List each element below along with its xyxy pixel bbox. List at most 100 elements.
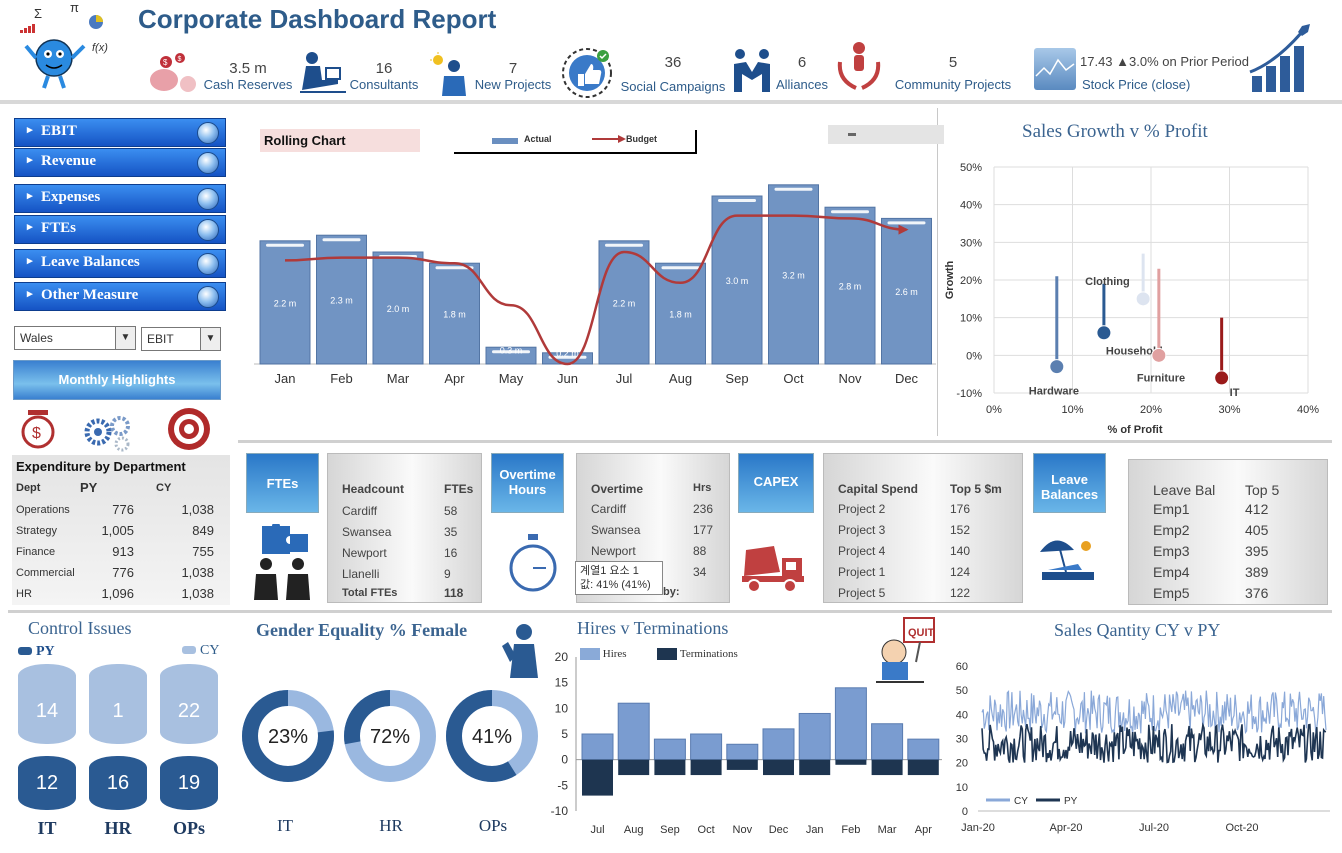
hires-legend: Hires Terminations — [580, 648, 738, 661]
quit-sign-icon: QUIT — [876, 617, 935, 683]
row-label: Emp5 — [1153, 585, 1190, 601]
row-label: Emp4 — [1153, 564, 1190, 580]
y-tick-label: 30% — [960, 237, 982, 249]
monthly-highlights-button[interactable]: Monthly Highlights — [13, 360, 221, 400]
donut-value-label: 41% — [472, 726, 512, 748]
fx-symbol: f(x) — [92, 42, 108, 54]
group-label: IT — [37, 818, 57, 838]
orb-icon — [197, 122, 219, 144]
terminations-bar — [582, 759, 613, 796]
x-tick-label: Apr — [915, 824, 932, 836]
bar-data-label: 2.2 m — [613, 298, 636, 308]
scatter-chart: -10% 0% 10% 20% 30% 40% 50% 0% 10% 20% 30% 40% % of … — [944, 162, 1319, 436]
thumbs-up-icon — [562, 48, 612, 98]
legend-cy-label: CY — [1014, 796, 1028, 807]
dept-cy: 849 — [192, 523, 214, 538]
y-tick-label: 10 — [555, 701, 569, 715]
gears-icon — [84, 416, 130, 452]
team-puzzle-icon — [254, 524, 310, 600]
stock-chart-icon — [1034, 48, 1076, 90]
row-value: 9 — [444, 567, 451, 581]
dept-name: Commercial — [16, 567, 75, 579]
overtime-tile[interactable]: Overtime Hours — [491, 453, 564, 513]
nav-expenses-button[interactable]: Expenses — [14, 184, 226, 213]
py-cylinder: 16 — [89, 756, 147, 810]
row-label: Llanelli — [342, 567, 380, 581]
hires-chart: -10 -5 0 5 10 15 20 Jul Aug Sep Oct Nov Dec Jan Feb Mar… — [551, 650, 942, 836]
sigma-symbol: Σ — [34, 6, 43, 21]
x-tick-label: Jul — [590, 824, 604, 836]
terminations-bar — [618, 759, 650, 776]
target-icon — [168, 408, 210, 450]
nav-label: EBIT — [41, 123, 77, 139]
x-tick-label: Dec — [769, 824, 789, 836]
leave-balances-tile[interactable]: Leave Balances — [1033, 453, 1106, 513]
bar-highlight — [774, 187, 813, 191]
py-cylinder: 19 — [160, 756, 218, 810]
tooltip-line1: 계열1 요소 1 — [580, 565, 639, 577]
orb-icon — [197, 253, 219, 275]
nav-label: Expenses — [41, 189, 101, 205]
orb-icon — [197, 188, 219, 210]
chart-scrollbar[interactable] — [828, 125, 944, 144]
ftes-tile[interactable]: FTEs — [246, 453, 319, 513]
nav-other-measure-button[interactable]: Other Measure — [14, 282, 226, 311]
x-tick-label: Apr — [444, 371, 465, 386]
point-label: Hardware — [1029, 386, 1079, 398]
row-value: 236 — [693, 502, 714, 516]
legend-py-swatch — [18, 647, 32, 655]
page-title: Corporate Dashboard Report — [138, 4, 497, 34]
cy-series-line — [981, 689, 1327, 735]
measure-select[interactable]: EBIT ▼ — [141, 327, 221, 351]
region-select[interactable]: Wales ▼ — [14, 326, 136, 350]
scrollbar-thumb[interactable] — [848, 133, 856, 136]
scatter-title: Sales Growth v % Profit — [1022, 121, 1208, 142]
actual-bar — [429, 262, 480, 365]
cy-cylinder: 1 — [89, 664, 147, 744]
x-tick-label: Mar — [878, 824, 897, 836]
gender-donuts: 23% 72% 41% — [242, 690, 538, 782]
y-tick-label: -10 — [551, 804, 569, 818]
row-label: Newport — [591, 544, 636, 558]
nav-revenue-button[interactable]: Revenue — [14, 148, 226, 177]
chevron-down-icon[interactable]: ▼ — [200, 328, 220, 350]
leave-tile-label: Leave Balances — [1040, 472, 1099, 502]
bar-data-label: 3.2 m — [782, 270, 805, 280]
nav-ebit-button[interactable]: EBIT — [14, 118, 226, 147]
kpi-label: Cash Reserves — [203, 77, 293, 92]
kpi-value: 16 — [375, 60, 393, 77]
row-value: 35 — [444, 525, 458, 539]
row-label: Project 4 — [838, 544, 886, 558]
bar-data-label: 2.3 m — [330, 296, 353, 306]
capex-header-top5: Top 5 $m — [950, 482, 1002, 496]
x-tick-label: Feb — [841, 824, 860, 836]
row-label: Project 1 — [838, 565, 886, 579]
x-tick-label: Nov — [838, 371, 862, 386]
logo: Σ π f(x) — [12, 0, 122, 95]
x-tick-label: 40% — [1297, 404, 1319, 416]
measure-select-value: EBIT — [147, 332, 174, 346]
row-label: Newport — [342, 546, 387, 560]
x-tick-label: Nov — [733, 824, 753, 836]
rolling-chart-title: Rolling Chart — [260, 129, 420, 152]
kpi-new-projects: 7 New Projects — [470, 60, 556, 92]
nav-leave-balances-button[interactable]: Leave Balances — [14, 249, 226, 278]
y-tick-label: 0% — [966, 350, 982, 362]
y-tick-label: 30 — [956, 734, 968, 746]
y-tick-label: -10% — [956, 388, 982, 400]
kpi-value: 7 — [508, 60, 518, 77]
kpi-value: 5 — [948, 54, 958, 71]
nav-ftes-button[interactable]: FTEs — [14, 215, 226, 244]
bar-data-label: 0.3 m — [500, 346, 523, 356]
hires-bar — [617, 702, 650, 761]
row-label: Project 5 — [838, 586, 886, 600]
ftes-header-headcount: Headcount — [342, 482, 405, 496]
svg-text:$: $ — [32, 425, 41, 442]
chevron-down-icon[interactable]: ▼ — [115, 327, 135, 349]
svg-text:$: $ — [178, 56, 182, 63]
kpi-label: Consultants — [349, 77, 419, 92]
row-value: 140 — [950, 544, 971, 558]
col-header-dept: Dept — [16, 482, 41, 494]
monthly-highlights-label: Monthly Highlights — [58, 372, 176, 387]
capex-tile[interactable]: CAPEX — [738, 453, 814, 513]
